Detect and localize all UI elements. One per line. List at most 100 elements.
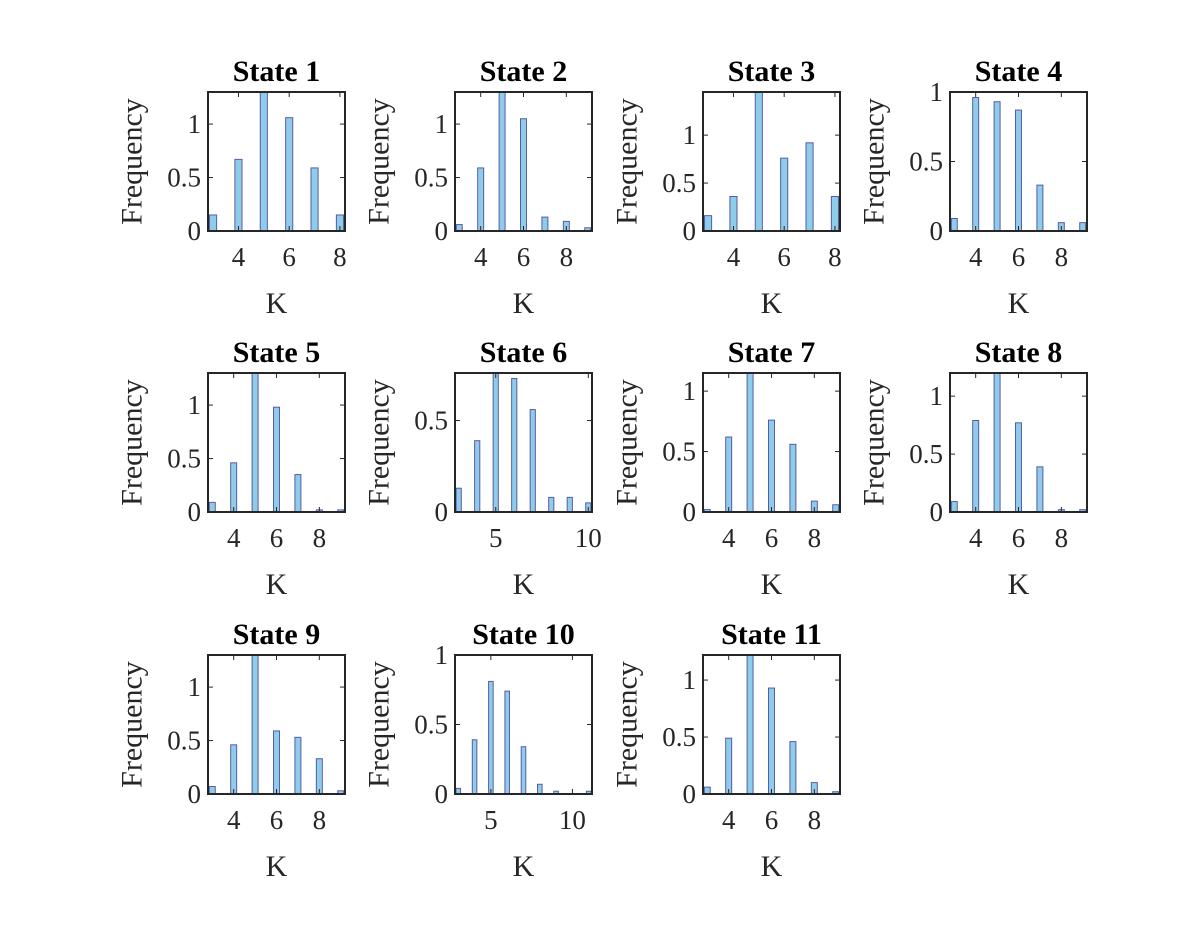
x-axis-label: K: [513, 287, 535, 320]
x-axis-label: K: [1008, 287, 1030, 320]
subplot-state-7: 4 6 8 0 0.5 1 State 7 K Frequency: [611, 336, 841, 601]
x-tick-label: 8: [808, 805, 822, 835]
bar-k4: [471, 739, 478, 795]
x-tick-label: 5: [484, 805, 498, 835]
subplot-title: State 6: [480, 336, 567, 369]
bar-k6: [1015, 422, 1022, 513]
x-tick-label: 4: [232, 242, 246, 272]
bar-k7: [294, 474, 302, 513]
y-tick-label: 0.5: [414, 163, 448, 193]
y-axis-label: Frequency: [858, 379, 891, 506]
bar-k4: [474, 440, 481, 513]
y-axis-label: Frequency: [858, 98, 891, 225]
x-tick-label: 4: [227, 805, 241, 835]
bar-k3: [208, 501, 216, 513]
bar-k7: [805, 142, 814, 232]
x-tick-label: 4: [227, 523, 241, 553]
x-axis-label: K: [761, 287, 783, 320]
bar-k7: [1036, 184, 1044, 232]
bar-k7: [1036, 466, 1044, 513]
bar-k5: [498, 91, 506, 232]
x-axis-label: K: [761, 568, 783, 601]
x-axis-label: K: [266, 850, 288, 883]
y-axis-label: Frequency: [611, 661, 644, 788]
bar-k3: [209, 214, 218, 232]
y-tick-label: 1: [435, 640, 449, 670]
x-tick-label: 8: [313, 805, 327, 835]
y-tick-label: 0: [683, 497, 697, 527]
subplot-state-4: 4 6 8 0 0.5 1 State 4 K Frequency: [858, 55, 1088, 320]
x-tick-label: 10: [575, 523, 602, 553]
bar-k9: [566, 496, 573, 513]
subplot-state-3: 4 6 8 0 0.5 1 State 3 K Frequency: [611, 55, 842, 320]
bar-k5: [259, 91, 268, 232]
subplot-state-5: 4 6 8 0 0.5 1 State 5 K Frequency: [116, 336, 346, 601]
bar-k5: [492, 372, 499, 513]
y-axis-label: Frequency: [611, 98, 644, 225]
bar-k4: [972, 97, 980, 232]
bar-k4: [972, 419, 980, 513]
x-tick-label: 6: [777, 242, 791, 272]
y-tick-label: 0: [930, 497, 944, 527]
x-tick-label: 5: [489, 523, 503, 553]
bar-k5: [746, 372, 754, 513]
x-tick-label: 8: [560, 242, 574, 272]
subplot-title: State 11: [721, 618, 822, 651]
bar-k7: [541, 216, 549, 232]
x-tick-label: 8: [1055, 523, 1069, 553]
bar-k6: [780, 157, 789, 232]
subplot-title: State 5: [233, 336, 320, 369]
x-tick-label: 6: [1012, 242, 1026, 272]
x-tick-label: 4: [474, 242, 488, 272]
subplot-title: State 2: [480, 55, 567, 88]
subplot-state-2: 4 6 8 0 0.5 1 State 2 K Frequency: [363, 55, 593, 320]
bar-k7: [789, 443, 797, 513]
y-axis-label: Frequency: [363, 98, 396, 225]
x-axis-label: K: [513, 568, 535, 601]
subplot-state-11: 4 6 8 0 0.5 1 State 11 K Frequency: [611, 618, 841, 883]
bar-k8: [537, 783, 543, 795]
y-tick-label: 1: [435, 109, 449, 139]
subplot-title: State 8: [975, 336, 1062, 369]
y-axis-label: Frequency: [116, 379, 149, 506]
y-tick-label: 0: [930, 216, 944, 246]
subplot-title: State 1: [233, 55, 320, 88]
y-tick-label: 0.5: [414, 406, 448, 436]
x-axis-label: K: [761, 850, 783, 883]
y-tick-label: 1: [683, 120, 697, 150]
bar-k4: [230, 744, 238, 795]
y-tick-label: 0: [683, 216, 697, 246]
bar-k6: [768, 687, 775, 795]
axes-frame: [702, 91, 841, 232]
y-axis-label: Frequency: [116, 98, 149, 225]
x-tick-label: 8: [808, 523, 822, 553]
bar-k9: [1079, 222, 1087, 232]
y-tick-label: 0.5: [167, 726, 201, 756]
y-tick-label: 0: [435, 497, 449, 527]
bar-k4: [725, 737, 733, 795]
bar-k4: [729, 195, 738, 232]
x-tick-label: 6: [1012, 523, 1026, 553]
subplot-state-1: 4 6 8 0 0.5 1 State 1 K Frequency: [116, 55, 347, 320]
y-tick-label: 0.5: [662, 722, 696, 752]
subplot-title: State 3: [728, 55, 815, 88]
y-axis-label: Frequency: [363, 661, 396, 788]
subplot-state-9: 4 6 8 0 0.5 1 State 9 K Frequency: [116, 618, 346, 883]
bar-k8: [315, 758, 323, 795]
y-tick-label: 0.5: [909, 147, 943, 177]
y-tick-label: 0: [435, 779, 449, 809]
subplot-title: State 10: [472, 618, 574, 651]
bar-k7: [310, 167, 319, 232]
y-tick-label: 1: [188, 109, 202, 139]
x-tick-label: 6: [282, 242, 296, 272]
x-axis-label: K: [513, 850, 535, 883]
bar-k5: [746, 654, 754, 795]
x-tick-label: 8: [828, 242, 842, 272]
x-tick-label: 4: [969, 242, 983, 272]
bar-k6: [520, 118, 527, 232]
y-tick-label: 0.5: [167, 444, 201, 474]
x-tick-label: 6: [765, 523, 779, 553]
y-tick-label: 1: [188, 390, 202, 420]
bar-k9: [832, 504, 840, 513]
